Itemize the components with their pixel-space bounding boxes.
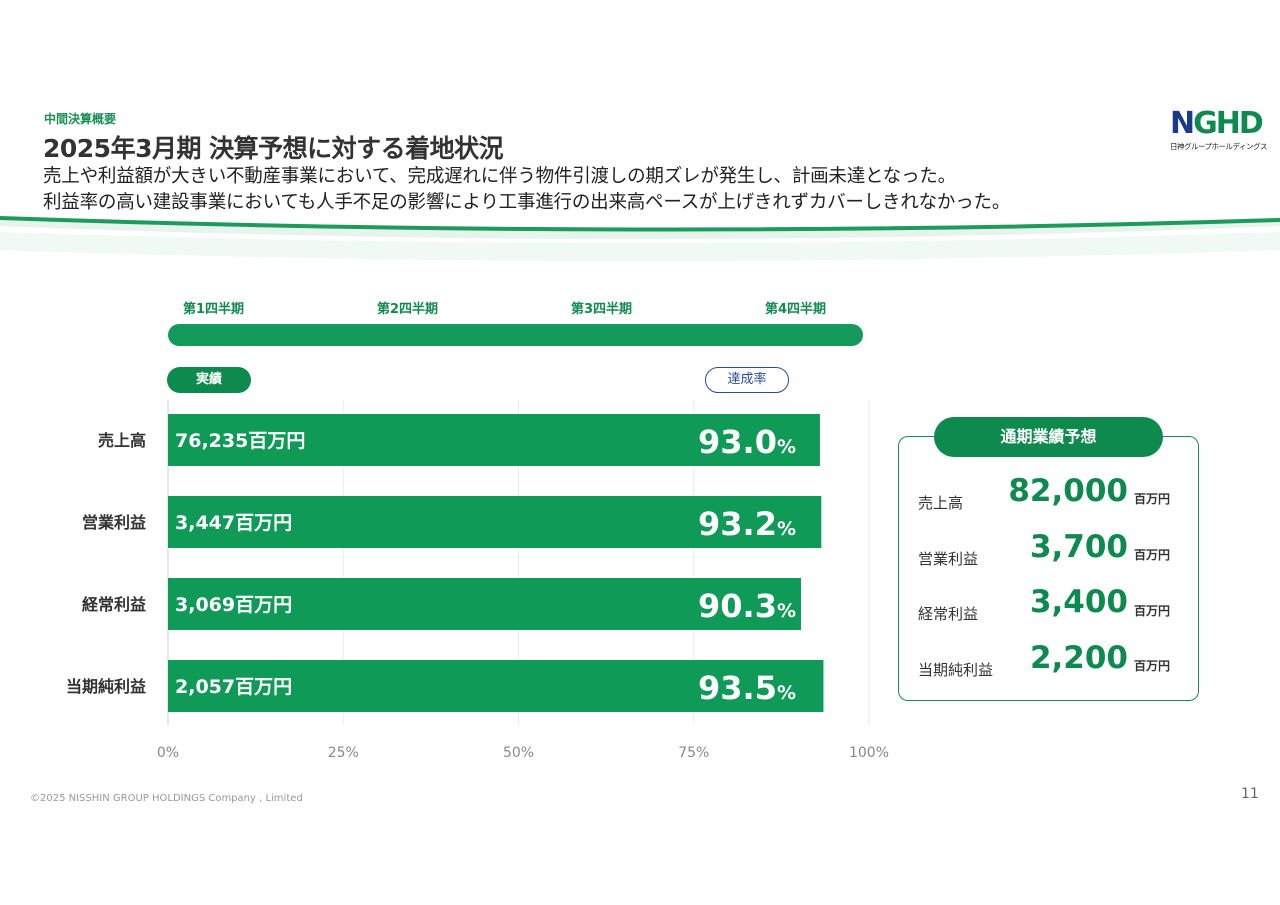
forecast-unit-ordinary: 百万円	[1134, 604, 1171, 618]
bar-0	[168, 414, 820, 466]
rate-unit-0: %	[777, 436, 796, 458]
quarter-label-3: 第3四半期	[571, 302, 633, 317]
x-tick-label-50: 50%	[503, 745, 534, 761]
x-tick-label-25: 25%	[328, 745, 359, 761]
rate-unit-3: %	[777, 682, 796, 704]
page-subtitle: 売上や利益額が大きい不動産事業において、完成遅れに伴う物件引渡しの期ズレが発生し…	[43, 164, 1010, 216]
bar-2	[168, 578, 802, 630]
page-number: 11	[1241, 786, 1259, 802]
logo-subtext: 日神グループホールディングス	[1170, 142, 1268, 151]
achievement-rate-pill: 達成率	[705, 367, 789, 393]
forecast-label-sales: 売上高	[918, 494, 964, 512]
category-label-1: 営業利益	[82, 513, 146, 532]
actual-value-label-0: 76,235百万円	[175, 430, 305, 452]
quarter-label-2: 第2四半期	[377, 302, 439, 317]
rate-unit-1: %	[777, 518, 796, 540]
forecast-value-operating: 3,700	[1029, 529, 1128, 565]
section-label: 中間決算概要	[44, 112, 117, 126]
header-swoosh	[0, 216, 1280, 261]
category-label-0: 売上高	[98, 431, 146, 450]
quarter-label-1: 第1四半期	[183, 302, 245, 317]
forecast-box	[898, 436, 1199, 701]
forecast-title: 通期業績予想	[934, 417, 1163, 457]
company-logo: NGHD 日神グループホールディングス	[1170, 106, 1268, 156]
forecast-label-net: 当期純利益	[918, 661, 994, 679]
logo-mark: NGHD	[1170, 106, 1264, 141]
logo-mark-n: N	[1170, 106, 1195, 141]
subtitle-line-1: 売上や利益額が大きい不動産事業において、完成遅れに伴う物件引渡しの期ズレが発生し…	[43, 166, 956, 187]
quarter-label-4: 第4四半期	[765, 302, 827, 317]
x-tick-label-0: 0%	[157, 745, 179, 761]
forecast-value-sales: 82,000	[1008, 473, 1128, 509]
subtitle-line-2: 利益率の高い建設事業においても人手不足の影響により工事進行の出来高ペースが上げき…	[43, 192, 1011, 213]
logo-mark-rest: GHD	[1193, 106, 1264, 141]
actual-pill: 実績	[167, 367, 251, 393]
category-label-3: 当期純利益	[66, 677, 146, 696]
x-tick-label-75: 75%	[678, 745, 709, 761]
forecast-unit-operating: 百万円	[1134, 548, 1171, 562]
timeline-bar	[168, 324, 863, 346]
forecast-unit-sales: 百万円	[1134, 492, 1171, 506]
forecast-unit-net: 百万円	[1134, 659, 1171, 673]
forecast-label-operating: 営業利益	[918, 550, 979, 568]
actual-value-label-2: 3,069百万円	[175, 594, 292, 616]
x-tick-label-100: 100%	[849, 745, 889, 761]
category-label-2: 経常利益	[82, 595, 146, 614]
rate-unit-2: %	[777, 600, 796, 622]
actual-value-label-3: 2,057百万円	[175, 676, 292, 698]
forecast-value-ordinary: 3,400	[1029, 584, 1128, 620]
forecast-value-net: 2,200	[1029, 640, 1128, 676]
bar-3	[168, 660, 824, 712]
rate-value-label-0: 93.0%	[698, 423, 796, 461]
copyright: ©2025 NISSHIN GROUP HOLDINGS Company , L…	[30, 793, 303, 804]
page-title: 2025年3月期 決算予想に対する着地状況	[43, 134, 504, 163]
forecast-label-ordinary: 経常利益	[918, 605, 979, 623]
actual-value-label-1: 3,447百万円	[175, 512, 292, 534]
bar-1	[168, 496, 822, 548]
